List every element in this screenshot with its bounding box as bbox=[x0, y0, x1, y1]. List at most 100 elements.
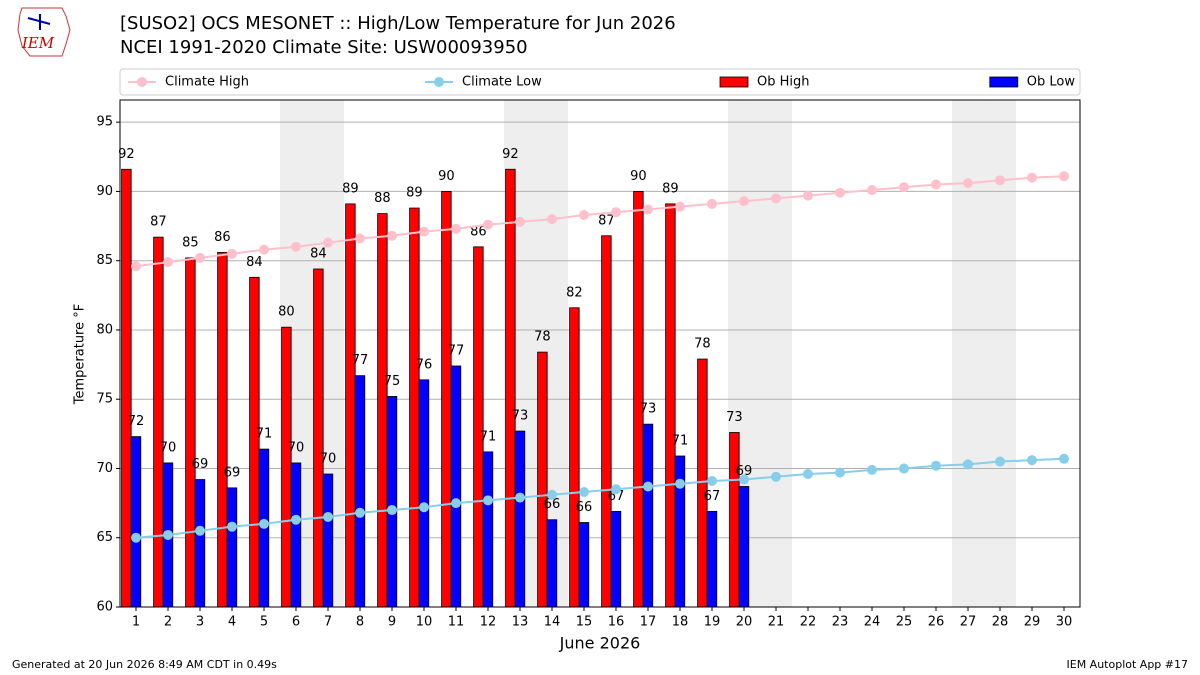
value-label: 69 bbox=[192, 457, 209, 472]
value-label: 67 bbox=[704, 489, 721, 504]
value-label: 71 bbox=[256, 427, 273, 442]
chart-subtitle: NCEI 1991-2020 Climate Site: USW00093950 bbox=[120, 37, 528, 58]
value-label: 88 bbox=[374, 191, 391, 206]
bar bbox=[121, 168, 132, 608]
value-label: 69 bbox=[224, 465, 241, 480]
value-label: 87 bbox=[150, 215, 167, 230]
value-label: 66 bbox=[544, 497, 561, 512]
y-tick-label: 90 bbox=[96, 184, 113, 199]
legend-label: Ob High bbox=[757, 75, 810, 90]
bar bbox=[706, 511, 718, 608]
line-marker bbox=[131, 532, 141, 543]
line bbox=[135, 175, 1065, 268]
bar bbox=[185, 257, 196, 608]
bar bbox=[569, 307, 580, 608]
bar bbox=[313, 268, 324, 608]
legend-label: Climate Low bbox=[462, 75, 542, 90]
x-axis-label: June 2026 bbox=[559, 634, 641, 653]
legend-swatch bbox=[989, 76, 1019, 88]
line-marker bbox=[451, 498, 461, 509]
line-marker bbox=[163, 257, 173, 268]
value-label: 89 bbox=[406, 186, 423, 201]
line-marker bbox=[643, 481, 653, 492]
line-marker bbox=[995, 175, 1005, 186]
y-tick-label: 75 bbox=[96, 392, 113, 407]
x-tick-label: 5 bbox=[260, 615, 268, 630]
line-marker bbox=[355, 233, 365, 244]
x-tick-label: 25 bbox=[896, 615, 913, 630]
line-marker bbox=[515, 216, 525, 227]
bar bbox=[194, 479, 206, 608]
line-marker bbox=[899, 463, 909, 474]
value-label: 78 bbox=[694, 337, 711, 352]
bar bbox=[665, 203, 676, 608]
x-tick-label: 27 bbox=[960, 615, 977, 630]
line-marker bbox=[707, 475, 717, 486]
line-marker bbox=[963, 459, 973, 470]
bar bbox=[130, 436, 142, 608]
line-marker bbox=[611, 484, 621, 495]
weekend-band bbox=[760, 100, 792, 607]
line-marker bbox=[451, 223, 461, 234]
line-marker bbox=[195, 525, 205, 536]
bar bbox=[601, 235, 612, 608]
line-marker bbox=[931, 460, 941, 471]
line-marker bbox=[1027, 455, 1037, 466]
logo-icon bbox=[27, 14, 51, 30]
line-marker bbox=[387, 230, 397, 241]
y-tick-label: 95 bbox=[96, 115, 113, 130]
line-marker bbox=[867, 185, 877, 196]
x-tick-label: 17 bbox=[640, 615, 657, 630]
value-label: 71 bbox=[480, 429, 497, 444]
x-tick-label: 2 bbox=[164, 615, 172, 630]
bar bbox=[322, 473, 334, 608]
bar bbox=[290, 462, 302, 608]
line-marker bbox=[419, 226, 429, 237]
line-marker bbox=[803, 190, 813, 201]
x-tick-label: 23 bbox=[832, 615, 849, 630]
line-marker bbox=[579, 487, 589, 498]
x-tick-label: 19 bbox=[704, 615, 721, 630]
bar bbox=[217, 251, 228, 608]
bar bbox=[610, 511, 622, 608]
y-tick-label: 65 bbox=[96, 530, 113, 545]
x-tick-label: 3 bbox=[196, 615, 204, 630]
bar bbox=[418, 379, 430, 608]
value-label: 67 bbox=[608, 489, 625, 504]
line-marker bbox=[963, 178, 973, 189]
line-marker bbox=[739, 196, 749, 207]
value-label: 73 bbox=[726, 410, 743, 425]
line-marker bbox=[803, 469, 813, 480]
weekend-band bbox=[952, 100, 984, 607]
bar bbox=[738, 486, 750, 608]
line-marker bbox=[707, 198, 717, 209]
line-marker bbox=[995, 456, 1005, 467]
line-marker bbox=[1027, 172, 1037, 183]
line-marker bbox=[547, 489, 557, 500]
footer-left: Generated at 20 Jun 2026 8:49 AM CDT in … bbox=[12, 658, 277, 671]
bar bbox=[482, 451, 494, 608]
line-marker bbox=[931, 179, 941, 190]
y-tick-label: 80 bbox=[96, 322, 113, 337]
bar bbox=[642, 423, 654, 608]
bar bbox=[354, 375, 366, 608]
line-marker bbox=[771, 193, 781, 204]
legend-label: Ob Low bbox=[1027, 75, 1076, 90]
bar bbox=[377, 213, 388, 608]
chart-title: [SUSO2] OCS MESONET :: High/Low Temperat… bbox=[120, 13, 676, 34]
value-label: 86 bbox=[214, 230, 231, 245]
logo: IEM bbox=[17, 7, 71, 57]
line-marker bbox=[1059, 171, 1069, 182]
x-tick-label: 29 bbox=[1024, 615, 1041, 630]
legend-box bbox=[119, 68, 1081, 96]
bar bbox=[674, 455, 686, 608]
value-label: 69 bbox=[736, 464, 753, 479]
x-tick-label: 12 bbox=[480, 615, 497, 630]
value-label: 73 bbox=[640, 402, 657, 417]
x-tick-label: 26 bbox=[928, 615, 945, 630]
value-label: 90 bbox=[438, 169, 455, 184]
bar bbox=[345, 203, 356, 608]
bar bbox=[578, 522, 590, 608]
x-tick-label: 9 bbox=[388, 615, 396, 630]
line-marker bbox=[227, 248, 237, 259]
